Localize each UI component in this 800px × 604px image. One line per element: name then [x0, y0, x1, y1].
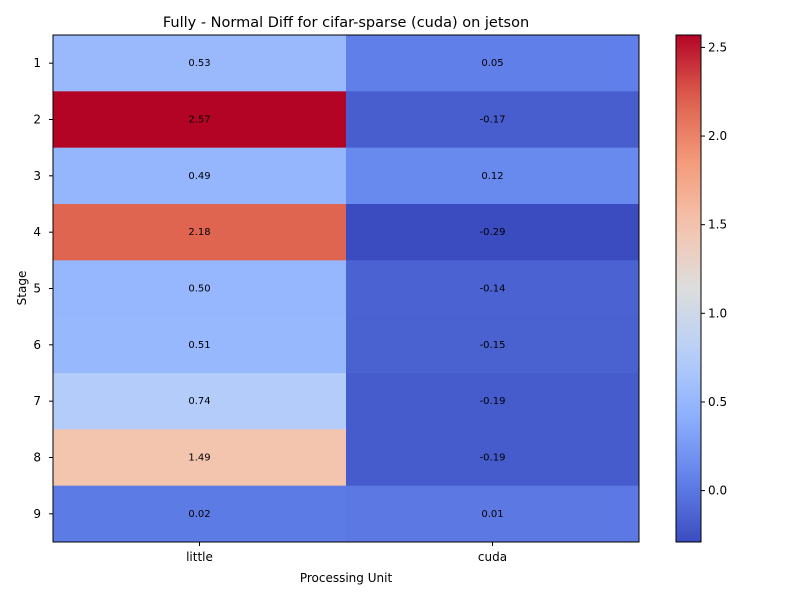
heatmap-cell [53, 485, 347, 543]
y-tick-label: 5 [33, 282, 41, 296]
cell-value-label: -0.17 [480, 115, 506, 126]
cell-value-label: 0.53 [188, 58, 210, 69]
heatmap-cell [53, 35, 347, 92]
cell-value-label: 2.57 [188, 115, 210, 126]
y-tick-label: 7 [33, 394, 41, 408]
y-axis-label: Stage [15, 271, 29, 306]
y-tick-label: 4 [33, 225, 41, 239]
x-tick-label: little [186, 550, 213, 564]
y-tick-label: 1 [33, 56, 41, 70]
heatmap-cell [53, 204, 347, 261]
cell-value-label: -0.29 [480, 227, 506, 238]
y-tick-label: 3 [33, 169, 41, 183]
chart-title: Fully - Normal Diff for cifar-sparse (cu… [163, 15, 529, 31]
colorbar-ticks: 0.0 0.5 1.0 1.5 2.0 2.5 [701, 40, 727, 498]
heatmap-cell [53, 316, 347, 374]
heatmap-cell [346, 373, 640, 430]
cell-value-label: -0.19 [480, 396, 506, 407]
y-tick-label: 9 [33, 507, 41, 521]
colorbar-tick-label: 2.5 [708, 40, 727, 54]
heatmap-cell [346, 260, 640, 318]
x-axis: little cuda [186, 542, 507, 564]
heatmap-cell [346, 429, 640, 487]
colorbar-tick-label: 1.5 [708, 218, 727, 232]
heatmap-cell [53, 429, 347, 487]
heatmap-cell [346, 316, 640, 374]
heatmap-cell [346, 35, 640, 92]
cell-value-label: 0.01 [481, 509, 503, 520]
cell-value-label: 2.18 [188, 227, 210, 238]
cell-value-label: 0.49 [188, 171, 210, 182]
colorbar-gradient [675, 34, 702, 543]
heatmap-cell [346, 485, 640, 543]
heatmap-cell [346, 204, 640, 261]
colorbar-tick-label: 2.0 [708, 129, 727, 143]
colorbar: 0.0 0.5 1.0 1.5 2.0 2.5 [675, 34, 727, 543]
heatmap-cell [53, 373, 347, 430]
y-tick-label: 8 [33, 451, 41, 465]
cell-value-label: -0.19 [480, 453, 506, 464]
cell-value-label: -0.15 [480, 340, 506, 351]
cell-value-label: -0.14 [480, 284, 506, 295]
cell-value-label: 0.50 [188, 284, 210, 295]
colorbar-tick-label: 0.0 [708, 484, 727, 498]
heatmap-cell [53, 147, 347, 205]
heatmap-cells [53, 35, 640, 543]
heatmap-cell [346, 91, 640, 149]
cell-value-label: 1.49 [188, 453, 210, 464]
x-axis-label: Processing Unit [300, 571, 393, 585]
heatmap-cell [53, 260, 347, 318]
cell-value-label: 0.51 [188, 340, 210, 351]
cell-value-label: 0.12 [481, 171, 503, 182]
x-tick-label: cuda [478, 550, 507, 564]
cell-value-label: 0.74 [188, 396, 210, 407]
colorbar-tick-label: 0.5 [708, 395, 727, 409]
cell-value-label: 0.02 [188, 509, 210, 520]
colorbar-tick-label: 1.0 [708, 306, 727, 320]
y-tick-label: 6 [33, 338, 41, 352]
heatmap-cell [53, 91, 347, 149]
y-axis: 1 2 3 4 5 6 7 8 9 [33, 56, 53, 521]
y-tick-label: 2 [33, 113, 41, 127]
heatmap-cell [346, 147, 640, 205]
cell-value-label: 0.05 [481, 58, 503, 69]
heatmap-cell-labels: 0.53 0.05 2.57 -0.17 0.49 0.12 2.18 -0.29 0.50 -0… [188, 58, 505, 520]
